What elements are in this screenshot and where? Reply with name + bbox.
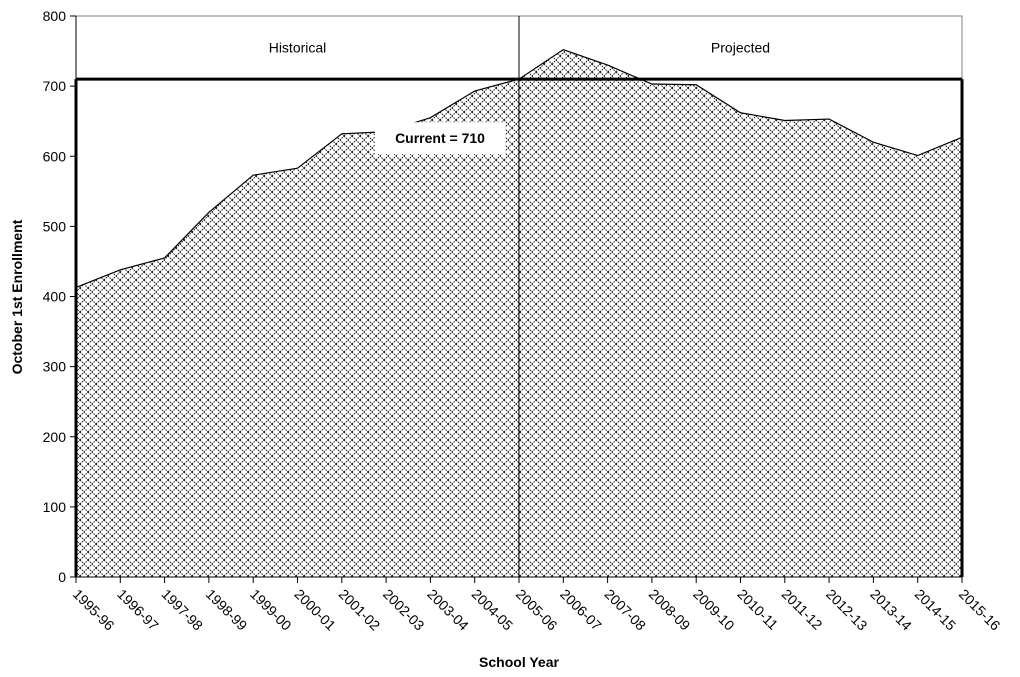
x-tick-label-2009-10: 2009-10: [690, 586, 738, 634]
x-tick-label-1999-00: 1999-00: [247, 586, 295, 634]
y-tick-label-500: 500: [43, 218, 67, 234]
x-tick-label-2006-07: 2006-07: [557, 586, 605, 634]
y-tick-label-300: 300: [43, 359, 67, 375]
y-tick-label-0: 0: [58, 569, 66, 585]
x-tick-label-2003-04: 2003-04: [424, 586, 472, 634]
x-tick-label-2014-15: 2014-15: [912, 586, 960, 634]
y-tick-label-400: 400: [43, 289, 67, 305]
x-tick-label-2013-14: 2013-14: [867, 586, 915, 634]
y-tick-label-600: 600: [43, 148, 67, 164]
x-tick-label-2001-02: 2001-02: [336, 586, 384, 634]
x-tick-label-1995-96: 1995-96: [70, 586, 118, 634]
x-tick-label-2011-12: 2011-12: [779, 586, 826, 633]
x-tick-label-2000-01: 2000-01: [291, 586, 339, 634]
region-label-projected: Projected: [711, 40, 770, 56]
x-tick-label-2012-13: 2012-13: [823, 586, 871, 634]
y-tick-labels: 0 100 200 300 400 500 600 700 800: [43, 8, 67, 585]
reference-layer: Historical Projected Current = 710: [74, 16, 964, 577]
x-tick-label-1996-97: 1996-97: [114, 586, 162, 634]
x-tick-labels: 1995-961996-971997-981998-991999-002000-…: [70, 586, 1004, 634]
x-tick-label-2015-16: 2015-16: [956, 586, 1004, 634]
y-tick-label-200: 200: [43, 429, 67, 445]
x-tick-label-2008-09: 2008-09: [646, 586, 694, 634]
axes-layer: [70, 15, 963, 583]
current-label: Current = 710: [395, 130, 485, 146]
x-tick-label-2007-08: 2007-08: [601, 586, 649, 634]
y-axis-title: October 1st Enrollment: [9, 219, 25, 374]
x-axis-title: School Year: [479, 654, 559, 670]
x-tick-label-2002-03: 2002-03: [380, 586, 428, 634]
x-tick-label-2010-11: 2010-11: [734, 586, 781, 633]
y-tick-label-700: 700: [43, 78, 67, 94]
x-tick-label-2005-06: 2005-06: [513, 586, 561, 634]
region-label-historical: Historical: [269, 40, 327, 56]
y-tick-label-100: 100: [43, 499, 67, 515]
current-label-box: [375, 122, 505, 155]
x-tick-label-1998-99: 1998-99: [203, 586, 251, 634]
y-tick-label-800: 800: [43, 8, 67, 24]
x-tick-label-2004-05: 2004-05: [469, 586, 517, 634]
x-tick-label-1997-98: 1997-98: [158, 586, 206, 634]
